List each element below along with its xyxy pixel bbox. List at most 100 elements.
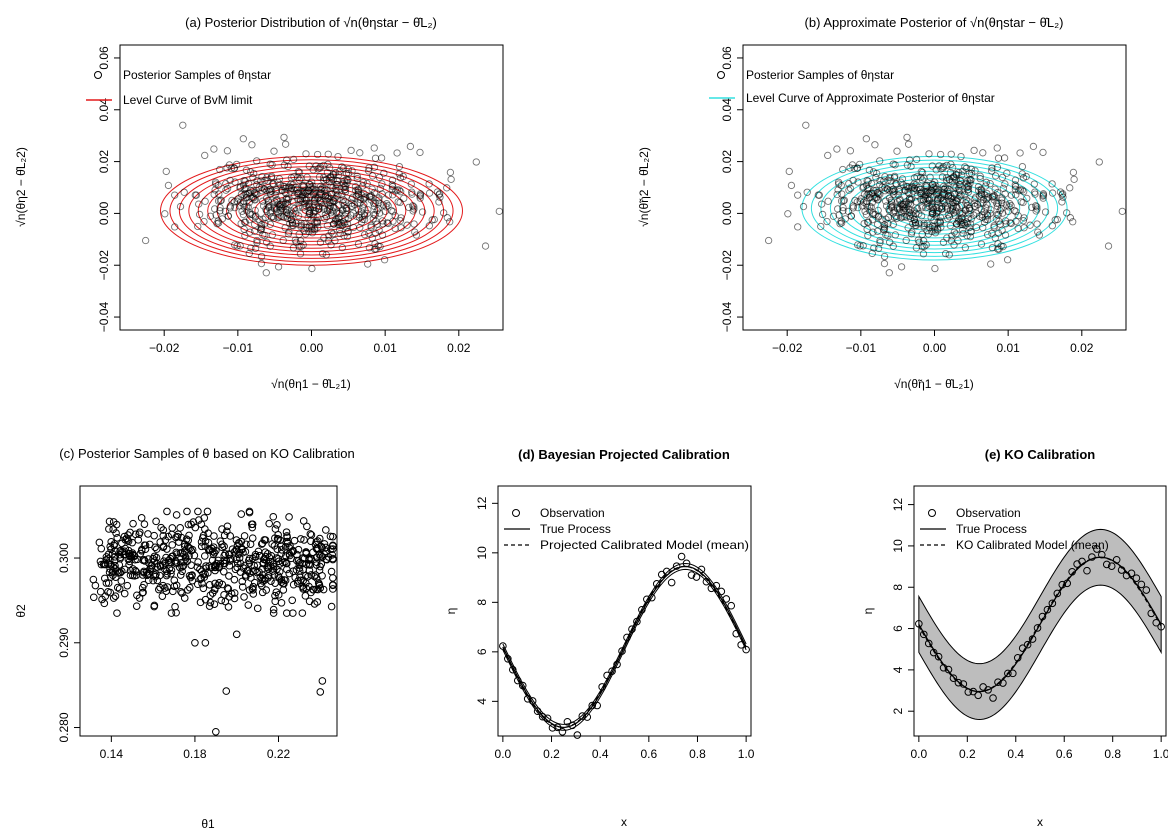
chart-e-observation-point	[1157, 622, 1165, 631]
chart-e-xtick-label: 0.8	[1104, 747, 1121, 761]
chart-c-sample-point	[285, 569, 293, 578]
chart-c-sample-point	[206, 546, 214, 555]
chart-b-sample-point	[1039, 191, 1048, 199]
chart-b-sample-point	[818, 200, 826, 208]
chart-c-sample-point	[293, 579, 302, 588]
chart-b-sample-point	[881, 173, 889, 181]
chart-e-points	[915, 545, 1165, 702]
chart-e-observation-point	[1122, 571, 1131, 580]
chart-c-sample-point	[164, 559, 173, 567]
chart-c-sample-point	[117, 577, 126, 585]
chart-a-sample-point	[425, 222, 433, 230]
chart-b-sample-point	[993, 144, 1001, 152]
chart-c-sample-point	[168, 541, 177, 549]
chart-b-sample-point	[1012, 191, 1020, 199]
chart-b-sample-point	[1002, 201, 1011, 209]
chart-c-sample-point	[211, 566, 219, 575]
chart-c-sample-point	[224, 603, 233, 611]
chart-d-observation-point	[722, 595, 731, 603]
chart-b-sample-point	[874, 244, 883, 253]
chart-d-observation-point	[657, 570, 666, 579]
chart-c-sample-point	[133, 591, 141, 600]
chart-a-sample-point	[389, 191, 397, 199]
chart-b-sample-point	[889, 220, 897, 229]
chart-c-sample-point	[109, 525, 117, 534]
chart-c-sample-point	[168, 524, 177, 532]
chart-a-sample-point	[349, 223, 358, 232]
chart-b-sample-point	[905, 195, 913, 203]
chart-a-xlabel: √n(θη1 − θ̂L₂1)	[271, 377, 351, 391]
chart-b-sample-point	[1069, 168, 1078, 177]
chart-b-sample-point	[880, 252, 889, 261]
chart-a-sample-point	[217, 196, 225, 204]
chart-e-observation-point	[1132, 574, 1141, 582]
chart-c-sample-point	[318, 677, 327, 685]
chart-c-sample-point	[152, 517, 160, 526]
chart-a-sample-point	[341, 197, 349, 205]
chart-c-sample-point	[277, 598, 286, 607]
chart-c-sample-point	[282, 609, 291, 617]
chart-e-observation-point	[949, 674, 958, 682]
chart-b-sample-point	[931, 226, 939, 234]
chart-a-sample-point	[231, 203, 239, 212]
chart-b-sample-point	[922, 204, 930, 212]
chart-e-observation-point	[1053, 589, 1062, 598]
chart-a-sample-point	[364, 206, 372, 214]
chart-b-sample-point	[1030, 180, 1038, 188]
chart-b-sample-point	[869, 168, 878, 176]
chart-b-sample-point	[998, 194, 1006, 202]
chart-d-xlabel: x	[621, 815, 627, 829]
chart-b-sample-point	[1003, 256, 1012, 264]
chart-e-ytick-label: 8	[891, 584, 905, 591]
chart-b-sample-point	[1056, 188, 1065, 196]
chart-b-sample-point	[931, 264, 939, 273]
chart-c-sample-point	[204, 538, 213, 547]
chart-a-sample-point	[257, 226, 265, 234]
chart-a-sample-point	[216, 207, 224, 215]
chart-b-sample-point	[940, 185, 948, 194]
chart-c-sample-point	[105, 525, 113, 533]
chart-e-xtick-label: 0.6	[1056, 747, 1073, 761]
chart-a-sample-point	[393, 149, 401, 157]
chart-b-sample-point	[967, 228, 975, 236]
chart-a-sample-point	[191, 191, 199, 199]
chart-b-sample-point	[966, 204, 974, 213]
chart-a-sample-point	[280, 133, 288, 142]
chart-a-sample-point	[269, 180, 278, 188]
chart-e-observation-point	[969, 687, 978, 696]
chart-c-sample-point	[212, 546, 220, 555]
chart-b-sample-point	[885, 269, 893, 277]
chart-c-sample-point	[285, 551, 294, 560]
chart-d-observation-point	[623, 633, 631, 642]
chart-b-sample-point	[928, 162, 936, 170]
chart-a-sample-point	[249, 194, 258, 202]
chart-b-sample-point	[974, 186, 983, 195]
chart-b-sample-point	[920, 219, 928, 227]
chart-e-observation-point	[1142, 586, 1151, 594]
chart-a-sample-point	[343, 204, 351, 213]
chart-c-sample-point	[190, 551, 199, 560]
chart-b-sample-point	[913, 173, 921, 181]
chart-a-sample-point	[236, 184, 244, 192]
chart-c-sample-point	[152, 545, 161, 553]
chart-d-legend: Observation True Process Projected Calib…	[504, 506, 749, 552]
chart-a-ytick-label: −0.02	[97, 250, 111, 281]
chart-b-sample-point	[1014, 212, 1022, 220]
chart-a-sample-point	[201, 151, 209, 160]
chart-c-sample-point	[233, 559, 242, 568]
chart-a-sample-point	[315, 205, 323, 213]
chart-c-sample-point	[123, 581, 132, 590]
chart-b-sample-point	[878, 183, 886, 191]
chart-a-sample-point	[316, 238, 325, 247]
chart-a-sample-point	[446, 168, 455, 177]
chart-c-sample-point	[279, 558, 287, 567]
chart-c-sample-point	[142, 568, 151, 576]
chart-b-sample-point	[987, 260, 995, 268]
chart-b-sample-point	[992, 215, 1000, 223]
chart-d-observation-point	[692, 573, 701, 581]
chart-c-sample-point	[265, 519, 273, 528]
chart-a-sample-point	[375, 173, 384, 182]
chart-c-sample-point	[233, 563, 242, 572]
chart-b-sample-point	[967, 176, 975, 184]
